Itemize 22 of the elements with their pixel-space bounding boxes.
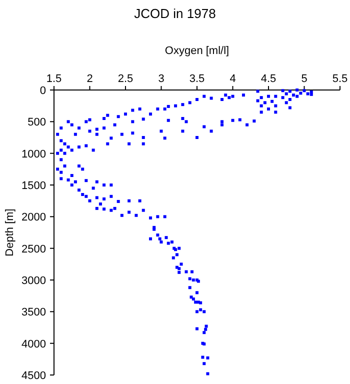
y-tick-label: 3500 <box>22 306 46 319</box>
x-tick-label: 3.5 <box>189 73 205 85</box>
y-tick-label: 500 <box>28 116 46 129</box>
y-tick-label: 4000 <box>22 338 46 350</box>
x-tick-label: 4.5 <box>260 73 276 85</box>
chart-title: JCOD in 1978 <box>134 6 216 21</box>
x-tick-label: 3 <box>158 73 164 85</box>
x-tick-label: 5.5 <box>332 73 348 85</box>
x-tick-label: 2.5 <box>118 73 134 85</box>
y-tick-label: 2000 <box>22 212 46 224</box>
y-tick-label: 0 <box>40 85 46 97</box>
x-tick-label: 4 <box>230 73 236 85</box>
y-tick-label: 3000 <box>22 275 46 287</box>
y-tick-label: 1000 <box>22 148 46 160</box>
y-tick-label: 1500 <box>22 180 46 192</box>
y-tick-label: 2500 <box>22 243 46 256</box>
x-tick-label: 1.5 <box>46 73 62 85</box>
y-tick-label: 4500 <box>22 370 46 382</box>
x-tick-label: 2 <box>86 73 93 85</box>
x-tick-label: 5 <box>301 73 308 85</box>
x-axis-title: Oxygen [ml/l] <box>164 45 230 57</box>
y-axis-title: Depth [m] <box>4 208 16 256</box>
